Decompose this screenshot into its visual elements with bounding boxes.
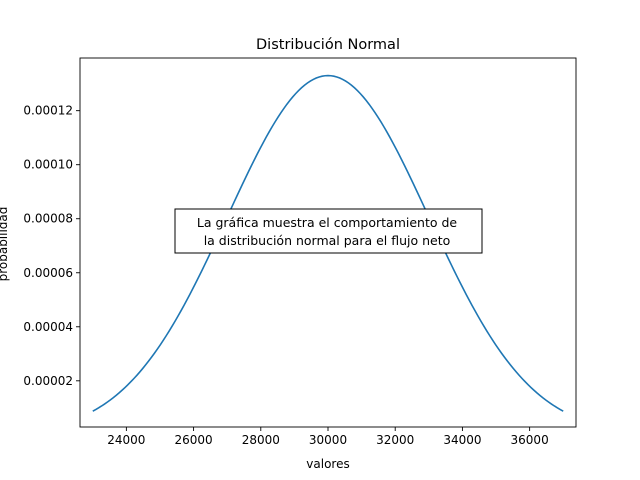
series-line-0 bbox=[92, 74, 564, 412]
x-tick-label-2: 28000 bbox=[242, 433, 280, 447]
x-tick-label-0: 24000 bbox=[107, 433, 145, 447]
y-tick-label-5: 0.00012 bbox=[23, 104, 73, 118]
x-tick-label-3: 30000 bbox=[309, 433, 347, 447]
annotation-line-2: la distribución normal para el flujo net… bbox=[204, 233, 451, 248]
x-axis-title: valores bbox=[306, 457, 349, 471]
x-tick-label-1: 26000 bbox=[174, 433, 212, 447]
annotation-box: La gráfica muestra el comportamiento de … bbox=[174, 208, 483, 254]
y-tick-label-3: 0.00008 bbox=[23, 212, 73, 226]
annotation-frame bbox=[174, 208, 483, 254]
chart-title: Distribución Normal bbox=[256, 37, 400, 53]
y-tick-label-1: 0.00004 bbox=[23, 320, 73, 334]
y-tick-label-4: 0.00010 bbox=[23, 158, 73, 172]
plot-area: 24000 26000 28000 30000 32000 34000 36000 0.000… bbox=[23, 57, 577, 447]
x-tick-label-5: 34000 bbox=[443, 433, 481, 447]
x-tick-label-4: 32000 bbox=[376, 433, 414, 447]
y-tick-label-2: 0.00006 bbox=[23, 266, 73, 280]
x-tick-label-6: 36000 bbox=[511, 433, 549, 447]
y-tick-label-0: 0.00002 bbox=[23, 374, 73, 388]
y-axis-title: probabilidad bbox=[0, 207, 10, 282]
annotation-line-1: La gráfica muestra el comportamiento de bbox=[197, 215, 458, 230]
